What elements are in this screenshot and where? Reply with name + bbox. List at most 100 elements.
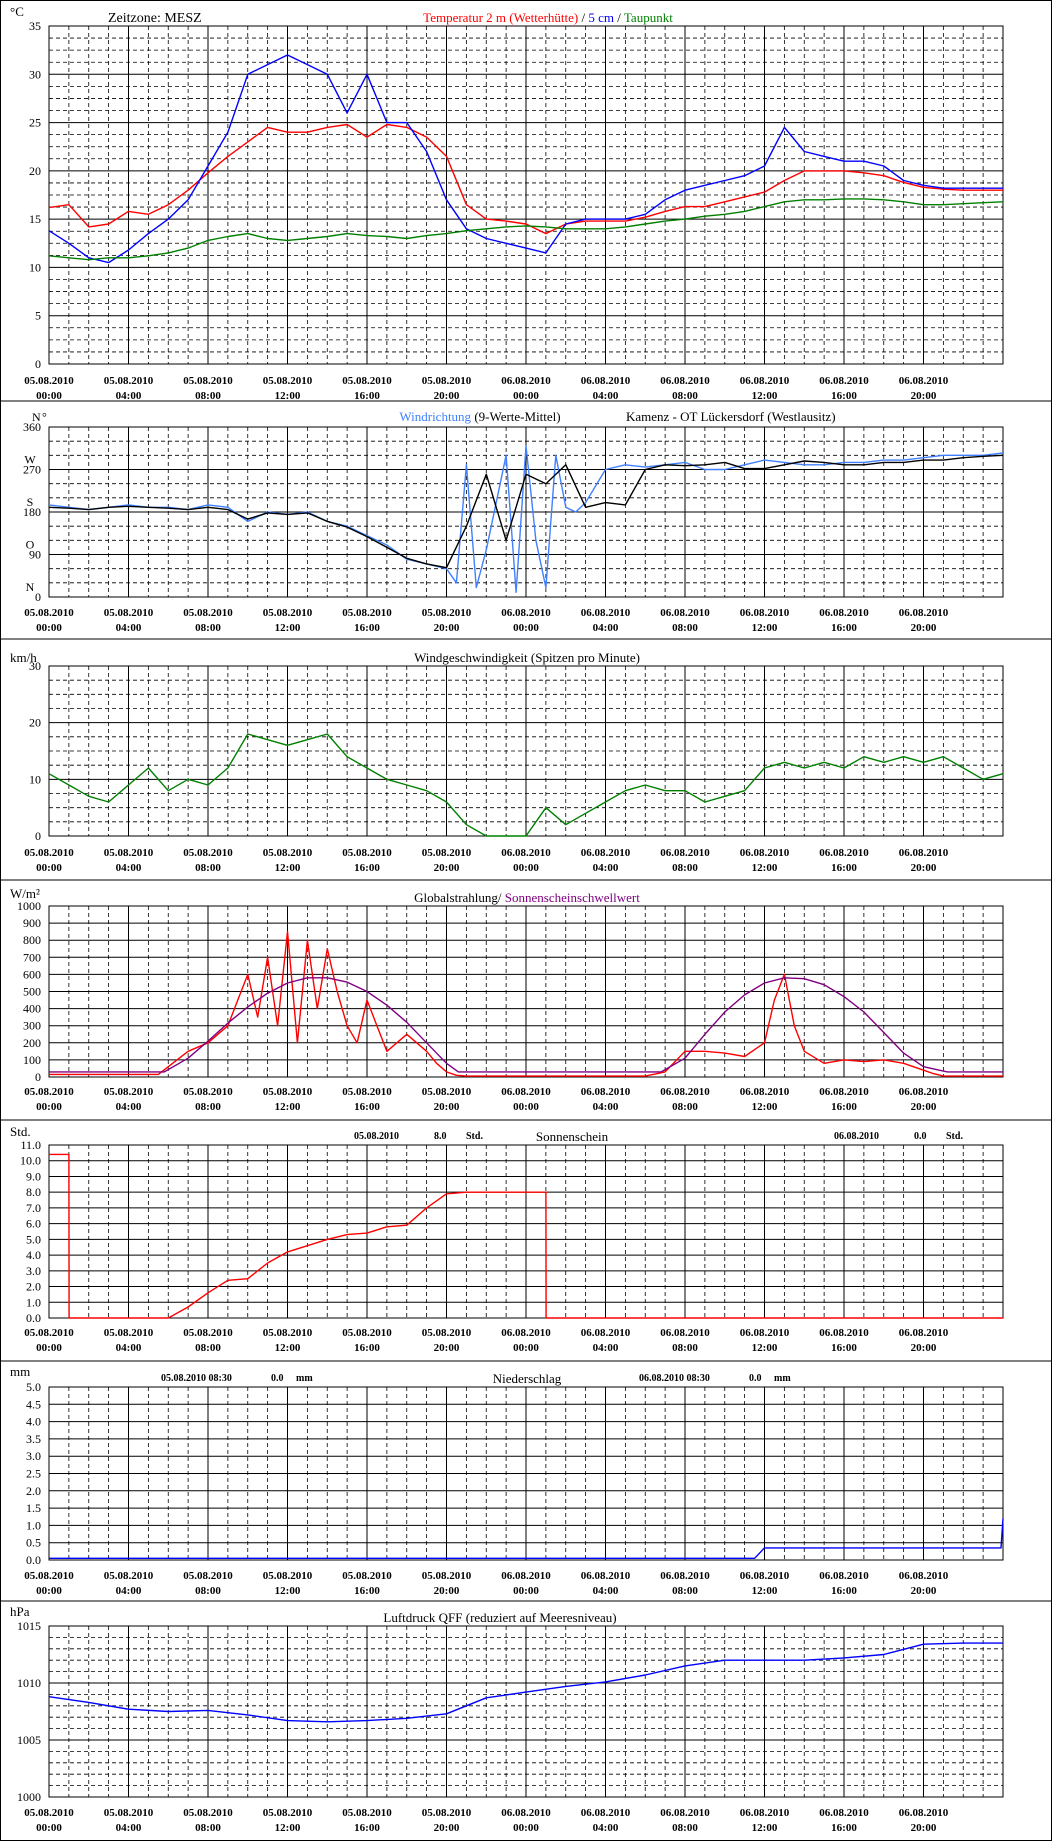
- radiation-series-line: [49, 930, 1003, 1077]
- temperature-series-line: [48, 198, 1004, 261]
- precipitation-x-tick-time: 00:00: [513, 1585, 539, 1597]
- temperature-title-part: /: [578, 10, 588, 25]
- precipitation-x-tick-time: 16:00: [354, 1585, 380, 1597]
- radiation-y-tick-label: 800: [23, 933, 41, 947]
- sunshine-x-tick-time: 12:00: [752, 1342, 778, 1354]
- windspeed-x-tick-time: 16:00: [831, 862, 857, 874]
- sunshine-y-tick-label: 3.0: [26, 1264, 41, 1278]
- pressure-x-tick-time: 20:00: [911, 1822, 937, 1834]
- precipitation-x-tick-date: 06.08.2010: [899, 1570, 949, 1582]
- windspeed-x-tick-time: 08:00: [195, 862, 221, 874]
- windspeed-x-tick-time: 16:00: [354, 862, 380, 874]
- sunshine-y-tick-label: 4.0: [26, 1248, 41, 1262]
- temperature-x-tick-time: 00:00: [513, 390, 539, 402]
- chart-gridlines: [49, 26, 1003, 1797]
- temperature-title: Temperatur 2 m (Wetterhütte) / 5 cm / Ta…: [423, 10, 673, 25]
- radiation-y-tick-label: 1000: [17, 899, 41, 913]
- sunshine-annotation-value: 8.0: [434, 1131, 447, 1142]
- radiation-y-tick-label: 0: [35, 1070, 41, 1084]
- sunshine-x-tick-date: 06.08.2010: [899, 1327, 949, 1339]
- winddirection-title: Windrichtung (9-Werte-Mittel): [399, 409, 560, 424]
- winddirection-unit-degree: °: [42, 410, 47, 424]
- radiation-y-tick-label: 200: [23, 1036, 41, 1050]
- pressure-series-line: [48, 1642, 1003, 1723]
- radiation-y-tick-label: 700: [23, 950, 41, 964]
- precipitation-x-tick-date: 06.08.2010: [581, 1570, 631, 1582]
- temperature-x-tick-date: 06.08.2010: [899, 375, 949, 387]
- sunshine-annotation-date: 06.08.2010: [834, 1131, 879, 1142]
- radiation-x-tick-date: 06.08.2010: [581, 1086, 631, 1098]
- precipitation-y-tick-label: 1.0: [26, 1518, 41, 1532]
- precipitation-y-tick-label: 2.5: [26, 1467, 41, 1481]
- radiation-x-tick-date: 06.08.2010: [819, 1086, 869, 1098]
- precipitation-annotation-value: 0.0: [271, 1373, 284, 1384]
- windspeed-y-tick-label: 30: [29, 659, 41, 673]
- precipitation-y-tick-label: 0.5: [26, 1536, 41, 1550]
- windspeed-x-tick-time: 00:00: [36, 862, 62, 874]
- windspeed-x-tick-date: 06.08.2010: [740, 847, 790, 859]
- precipitation-annotation-date: 05.08.2010 08:30: [161, 1373, 232, 1384]
- radiation-x-tick-date: 06.08.2010: [899, 1086, 949, 1098]
- precipitation-x-tick-date: 05.08.2010: [422, 1570, 472, 1582]
- temperature-x-tick-time: 00:00: [36, 390, 62, 402]
- precipitation-x-tick-time: 04:00: [593, 1585, 619, 1597]
- precipitation-x-tick-time: 04:00: [116, 1585, 142, 1597]
- temperature-x-tick-date: 06.08.2010: [660, 375, 710, 387]
- sunshine-x-tick-date: 05.08.2010: [24, 1327, 74, 1339]
- sunshine-x-tick-time: 04:00: [593, 1342, 619, 1354]
- radiation-y-tick-label: 600: [23, 967, 41, 981]
- sunshine-y-tick-label: 10.0: [20, 1154, 41, 1168]
- chart-series: [48, 54, 1004, 1723]
- windspeed-x-tick-time: 20:00: [911, 862, 937, 874]
- temperature-x-tick-time: 20:00: [911, 390, 937, 402]
- radiation-y-tick-label: 900: [23, 916, 41, 930]
- radiation-x-tick-date: 06.08.2010: [660, 1086, 710, 1098]
- winddirection-x-tick-time: 08:00: [195, 622, 221, 634]
- pressure-title: Luftdruck QFF (reduziert auf Meeresnivea…: [383, 1610, 616, 1625]
- radiation-y-tick-label: 500: [23, 985, 41, 999]
- radiation-x-tick-time: 12:00: [275, 1101, 301, 1113]
- sunshine-x-tick-date: 06.08.2010: [501, 1327, 551, 1339]
- sunshine-x-tick-date: 05.08.2010: [183, 1327, 233, 1339]
- windspeed-x-tick-date: 05.08.2010: [183, 847, 233, 859]
- winddirection-x-tick-time: 00:00: [513, 622, 539, 634]
- sunshine-annotation-value: 0.0: [914, 1131, 927, 1142]
- radiation-y-tick-label: 300: [23, 1019, 41, 1033]
- precipitation-annotation-date: 06.08.2010 08:30: [639, 1373, 710, 1384]
- temperature-x-tick-time: 08:00: [195, 390, 221, 402]
- precipitation-y-tick-label: 2.0: [26, 1484, 41, 1498]
- radiation-x-tick-date: 05.08.2010: [24, 1086, 74, 1098]
- sunshine-x-tick-time: 16:00: [354, 1342, 380, 1354]
- radiation-x-tick-date: 05.08.2010: [263, 1086, 313, 1098]
- precipitation-x-tick-date: 05.08.2010: [263, 1570, 313, 1582]
- winddirection-station-label: Kamenz - OT Lückersdorf (Westlausitz): [626, 409, 836, 424]
- radiation-x-tick-date: 05.08.2010: [104, 1086, 154, 1098]
- temperature-title-part: Taupunkt: [624, 10, 673, 25]
- precipitation-x-tick-time: 20:00: [911, 1585, 937, 1597]
- radiation-x-tick-time: 04:00: [593, 1101, 619, 1113]
- windspeed-x-tick-time: 20:00: [434, 862, 460, 874]
- radiation-x-tick-time: 20:00: [911, 1101, 937, 1113]
- radiation-title-part: Sonnenscheinschwellwert: [505, 890, 640, 905]
- winddirection-x-tick-date: 06.08.2010: [740, 607, 790, 619]
- sunshine-y-tick-label: 7.0: [26, 1201, 41, 1215]
- precipitation-y-tick-label: 4.0: [26, 1415, 41, 1429]
- sunshine-y-tick-label: 11.0: [20, 1138, 41, 1152]
- winddirection-x-tick-date: 06.08.2010: [581, 607, 631, 619]
- precipitation-x-tick-time: 00:00: [36, 1585, 62, 1597]
- temperature-x-tick-date: 05.08.2010: [263, 375, 313, 387]
- pressure-x-tick-time: 04:00: [116, 1822, 142, 1834]
- precipitation-x-tick-date: 05.08.2010: [183, 1570, 233, 1582]
- sunshine-y-tick-label: 9.0: [26, 1169, 41, 1183]
- windspeed-x-tick-date: 05.08.2010: [24, 847, 74, 859]
- windspeed-x-tick-time: 04:00: [593, 862, 619, 874]
- sunshine-annotation-unit: Std.: [466, 1131, 483, 1142]
- sunshine-x-tick-date: 06.08.2010: [660, 1327, 710, 1339]
- winddirection-y-tick-label: 90: [29, 548, 41, 562]
- radiation-x-tick-time: 00:00: [513, 1101, 539, 1113]
- winddirection-x-tick-time: 16:00: [831, 622, 857, 634]
- temperature-x-tick-date: 05.08.2010: [104, 375, 154, 387]
- sunshine-x-tick-date: 05.08.2010: [342, 1327, 392, 1339]
